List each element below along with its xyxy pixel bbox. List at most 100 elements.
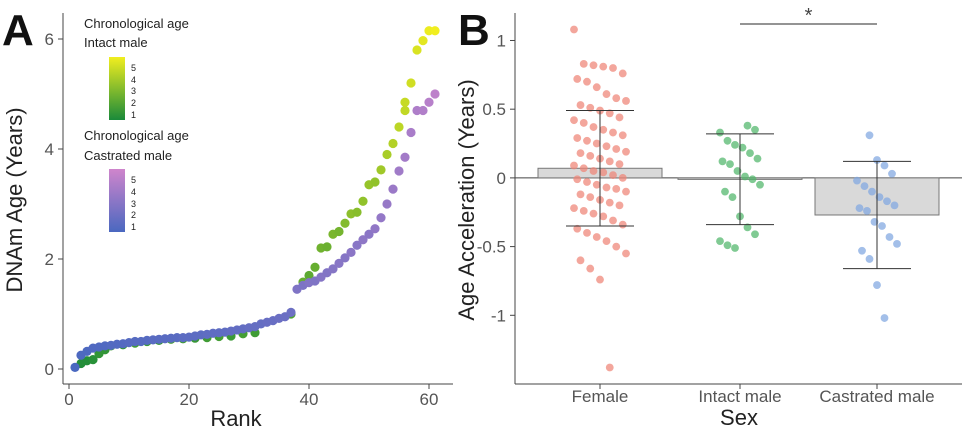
panel-b-error-bars bbox=[566, 110, 911, 270]
castrated-male-point bbox=[334, 258, 344, 268]
intact-male-point bbox=[388, 138, 398, 149]
intact-male-point bbox=[358, 196, 368, 206]
female-point bbox=[622, 249, 630, 258]
panel-a-points bbox=[70, 26, 440, 372]
legend-castrated-male: Chronological age Castrated male 5 4 3 2… bbox=[84, 128, 189, 232]
castrated-male-point bbox=[890, 201, 899, 210]
castrated-male-point bbox=[893, 239, 901, 248]
female-point bbox=[612, 242, 621, 251]
intact-male-point bbox=[718, 157, 727, 166]
castrated-male-point bbox=[858, 246, 866, 255]
female-point bbox=[615, 113, 624, 122]
castrated-male-point bbox=[382, 199, 392, 209]
panel-a-letter: A bbox=[2, 6, 34, 55]
panel-b: B 1 0.5 0 -0.5 -1 Female Intact male Castrated… bbox=[454, 5, 962, 430]
panel-a-y-ticks: 0 2 4 6 bbox=[45, 30, 63, 379]
intact-male-point bbox=[400, 105, 410, 116]
intact-male-point bbox=[743, 121, 752, 130]
female-point bbox=[602, 142, 611, 151]
castrated-male-point bbox=[873, 281, 881, 289]
female-point bbox=[618, 173, 627, 182]
female-point bbox=[573, 75, 582, 83]
female-point bbox=[579, 119, 588, 127]
female-point bbox=[579, 164, 588, 173]
castrated-male-point bbox=[860, 182, 869, 191]
female-point bbox=[592, 233, 601, 241]
castrated-male-point bbox=[406, 127, 416, 138]
castrated-male-point bbox=[883, 197, 891, 206]
female-point bbox=[583, 136, 591, 145]
castrated-male-point bbox=[880, 161, 889, 170]
panel-a-y-axis-label: DNAm Age (Years) bbox=[2, 107, 27, 292]
panel-b-y-tick-label: 0.5 bbox=[482, 100, 506, 119]
intact-male-point bbox=[748, 175, 757, 184]
castrated-male-point bbox=[418, 105, 428, 116]
panel-a-x-tick-label: 20 bbox=[180, 390, 199, 409]
female-point bbox=[576, 149, 585, 158]
female-point bbox=[586, 152, 595, 160]
female-point bbox=[605, 109, 614, 118]
significance-star: * bbox=[805, 5, 813, 27]
panel-a-x-axis-label: Rank bbox=[210, 406, 262, 431]
panel-b-y-tick-label: -0.5 bbox=[477, 238, 506, 257]
panel-a-y-tick-label: 4 bbox=[45, 140, 54, 159]
castrated-male-point bbox=[863, 206, 871, 215]
female-point bbox=[609, 128, 617, 137]
intact-male-point bbox=[370, 177, 380, 187]
female-point bbox=[579, 59, 588, 68]
castrated-male-point bbox=[880, 314, 889, 322]
female-point bbox=[570, 25, 578, 34]
intact-male-point bbox=[723, 136, 732, 145]
female-point bbox=[583, 77, 591, 86]
castrated-male-point bbox=[868, 187, 876, 196]
panel-a-x-tick-label: 0 bbox=[64, 390, 73, 409]
intact-male-point bbox=[756, 180, 764, 189]
intact-male-point bbox=[751, 230, 759, 239]
panel-b-y-ticks: 1 0.5 0 -0.5 -1 bbox=[477, 31, 515, 325]
female-point bbox=[622, 97, 630, 105]
legend-castrated-tick-1: 1 bbox=[131, 222, 136, 232]
intact-male-point bbox=[418, 36, 428, 46]
intact-male-point bbox=[310, 262, 320, 272]
female-point bbox=[586, 103, 595, 112]
female-point bbox=[592, 83, 601, 92]
female-point bbox=[609, 64, 617, 72]
castrated-male-point bbox=[370, 224, 380, 234]
castrated-male-point bbox=[878, 222, 886, 230]
female-point bbox=[586, 193, 595, 202]
female-point bbox=[605, 363, 614, 372]
female-point bbox=[612, 94, 621, 103]
female-point bbox=[573, 224, 582, 233]
legend-intact-tick-3: 3 bbox=[131, 86, 136, 96]
legend-intact-title-line1: Chronological age bbox=[84, 16, 189, 31]
female-point bbox=[589, 123, 598, 131]
intact-male-point bbox=[731, 244, 739, 252]
female-point bbox=[622, 187, 630, 196]
castrated-male-point bbox=[870, 217, 879, 226]
legend-intact-male: Chronological age Intact male 5 4 3 2 1 bbox=[84, 16, 189, 120]
castrated-male-point bbox=[376, 213, 386, 223]
female-point bbox=[589, 209, 598, 218]
intact-male-point bbox=[430, 26, 440, 36]
intact-male-point bbox=[400, 97, 410, 107]
panel-a-x-tick-label: 60 bbox=[420, 390, 439, 409]
castrated-male-point bbox=[286, 307, 296, 317]
female-point bbox=[609, 216, 617, 225]
intact-male-point bbox=[382, 149, 392, 160]
intact-male-point bbox=[394, 122, 404, 132]
panel-b-x-ticks: Female Intact male Castrated male bbox=[572, 384, 935, 406]
castrated-male-point bbox=[424, 97, 434, 107]
female-point bbox=[592, 139, 601, 148]
legend-castrated-title-line1: Chronological age bbox=[84, 128, 189, 143]
legend-castrated-tick-2: 2 bbox=[131, 210, 136, 220]
legend-intact-tick-4: 4 bbox=[131, 75, 136, 85]
castrated-male-point bbox=[865, 255, 874, 263]
castrated-male-point bbox=[358, 235, 368, 245]
panel-a-y-tick-label: 2 bbox=[45, 250, 54, 269]
panel-b-y-tick-label: -1 bbox=[491, 306, 506, 325]
intact-male-point bbox=[743, 223, 752, 232]
panel-b-category-label: Castrated male bbox=[819, 387, 934, 406]
female-point bbox=[599, 168, 608, 177]
panel-a: A 0 2 4 6 0 20 40 60 Rank DNAm Age (Years) Chr… bbox=[2, 6, 453, 431]
